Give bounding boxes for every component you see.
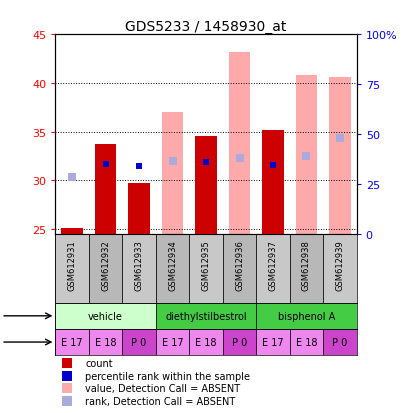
- Bar: [122, 235, 155, 303]
- Bar: [261, 131, 283, 235]
- Text: E 17: E 17: [61, 337, 83, 347]
- Bar: [189, 329, 222, 355]
- Text: GSM612934: GSM612934: [168, 240, 177, 291]
- Text: rank, Detection Call = ABSENT: rank, Detection Call = ABSENT: [85, 396, 235, 406]
- Text: GSM612931: GSM612931: [67, 240, 76, 291]
- Bar: [61, 229, 83, 235]
- Bar: [128, 184, 150, 235]
- Text: GSM612939: GSM612939: [335, 240, 344, 291]
- Bar: [89, 329, 122, 355]
- Text: GSM612932: GSM612932: [101, 240, 110, 291]
- Text: percentile rank within the sample: percentile rank within the sample: [85, 370, 250, 381]
- Bar: [122, 329, 155, 355]
- Text: P 0: P 0: [231, 337, 247, 347]
- Bar: [295, 76, 317, 235]
- Bar: [155, 303, 256, 329]
- Text: P 0: P 0: [131, 337, 146, 347]
- Title: GDS5233 / 1458930_at: GDS5233 / 1458930_at: [125, 20, 286, 34]
- Bar: [155, 329, 189, 355]
- Bar: [161, 113, 183, 235]
- Bar: [328, 78, 350, 235]
- Bar: [195, 136, 216, 235]
- Bar: [55, 235, 89, 303]
- Text: bisphenol A: bisphenol A: [277, 311, 334, 321]
- Bar: [55, 303, 155, 329]
- Bar: [256, 303, 356, 329]
- Bar: [289, 329, 322, 355]
- Text: vehicle: vehicle: [88, 311, 123, 321]
- Text: GSM612935: GSM612935: [201, 240, 210, 291]
- Text: E 18: E 18: [195, 337, 216, 347]
- Bar: [155, 235, 189, 303]
- Bar: [256, 235, 289, 303]
- Text: value, Detection Call = ABSENT: value, Detection Call = ABSENT: [85, 384, 240, 394]
- Text: E 18: E 18: [94, 337, 116, 347]
- Bar: [289, 235, 322, 303]
- Text: GSM612937: GSM612937: [268, 240, 277, 291]
- Bar: [189, 235, 222, 303]
- Bar: [89, 235, 122, 303]
- Text: P 0: P 0: [332, 337, 347, 347]
- Text: E 17: E 17: [261, 337, 283, 347]
- Bar: [94, 145, 116, 235]
- Text: E 18: E 18: [295, 337, 317, 347]
- Bar: [222, 329, 256, 355]
- Text: diethylstilbestrol: diethylstilbestrol: [165, 311, 246, 321]
- Bar: [322, 235, 356, 303]
- Bar: [222, 235, 256, 303]
- Bar: [228, 52, 250, 235]
- Text: E 17: E 17: [161, 337, 183, 347]
- Bar: [322, 329, 356, 355]
- Text: GSM612936: GSM612936: [234, 240, 243, 291]
- Bar: [55, 329, 89, 355]
- Text: GSM612938: GSM612938: [301, 240, 310, 291]
- Text: GSM612933: GSM612933: [134, 240, 143, 291]
- Text: count: count: [85, 358, 113, 368]
- Bar: [256, 329, 289, 355]
